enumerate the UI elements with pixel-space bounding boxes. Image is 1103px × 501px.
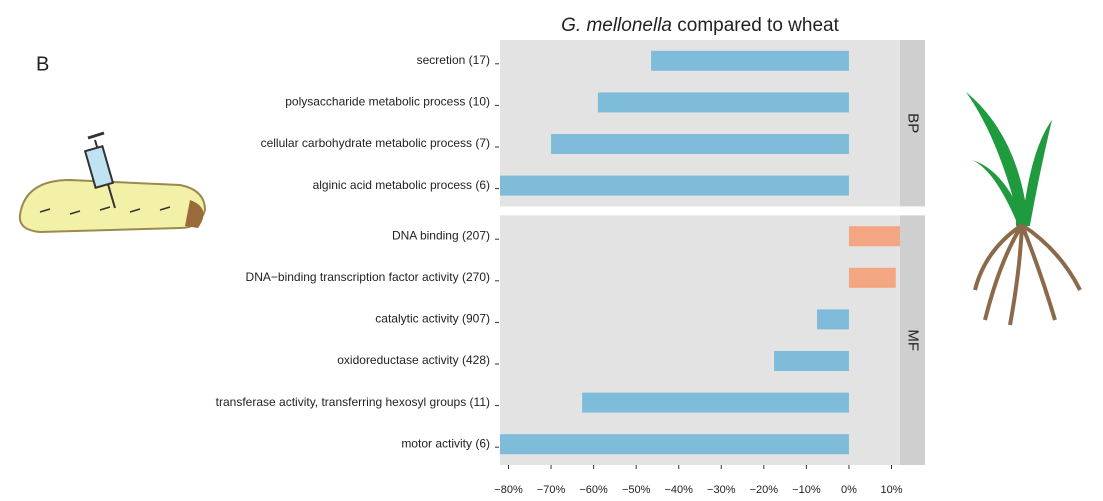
y-tick-label: catalytic activity (907) xyxy=(375,312,490,326)
x-tick-label: 0% xyxy=(841,484,857,496)
y-tick-label: secretion (17) xyxy=(417,53,490,67)
bar xyxy=(849,268,896,288)
panel-label: B xyxy=(36,53,49,75)
bar xyxy=(500,434,849,454)
title-rest: compared to wheat xyxy=(677,15,839,36)
y-tick-label: DNA−binding transcription factor activit… xyxy=(246,270,490,284)
x-tick-label: 10% xyxy=(880,484,902,496)
x-tick-label: −80% xyxy=(494,484,523,496)
title-italic: G. mellonella xyxy=(561,15,672,36)
bar xyxy=(551,134,849,154)
bar xyxy=(598,92,849,112)
chart-title: G. mellonella compared to wheat xyxy=(561,15,839,36)
y-tick-label: oxidoreductase activity (428) xyxy=(337,353,490,367)
chart: G. mellonella compared to wheat B BP secr… xyxy=(0,0,1103,501)
y-tick-label: DNA binding (207) xyxy=(392,228,490,242)
x-tick-label: −10% xyxy=(792,484,821,496)
y-tick-label: alginic acid metabolic process (6) xyxy=(313,178,490,192)
x-tick-label: −20% xyxy=(750,484,779,496)
facet-strip-label: MF xyxy=(905,329,922,351)
x-tick-label: −30% xyxy=(707,484,736,496)
bar xyxy=(500,176,849,196)
x-tick-label: −50% xyxy=(622,484,651,496)
x-tick-label: −40% xyxy=(664,484,693,496)
wheat-illustration xyxy=(966,92,1080,325)
y-tick-label: cellular carbohydrate metabolic process … xyxy=(261,136,490,150)
x-tick-label: −70% xyxy=(537,484,566,496)
facet-panel xyxy=(500,215,900,465)
bar xyxy=(817,309,849,329)
x-tick-label: −60% xyxy=(579,484,608,496)
bar xyxy=(849,226,900,246)
caterpillar-illustration xyxy=(20,133,205,232)
y-tick-label: polysaccharide metabolic process (10) xyxy=(285,95,490,109)
y-tick-label: transferase activity, transferring hexos… xyxy=(216,395,490,409)
facet-strip-label: BP xyxy=(905,113,922,133)
y-tick-label: motor activity (6) xyxy=(401,436,490,450)
bar xyxy=(582,393,849,413)
bar xyxy=(774,351,849,371)
bar xyxy=(651,51,849,71)
